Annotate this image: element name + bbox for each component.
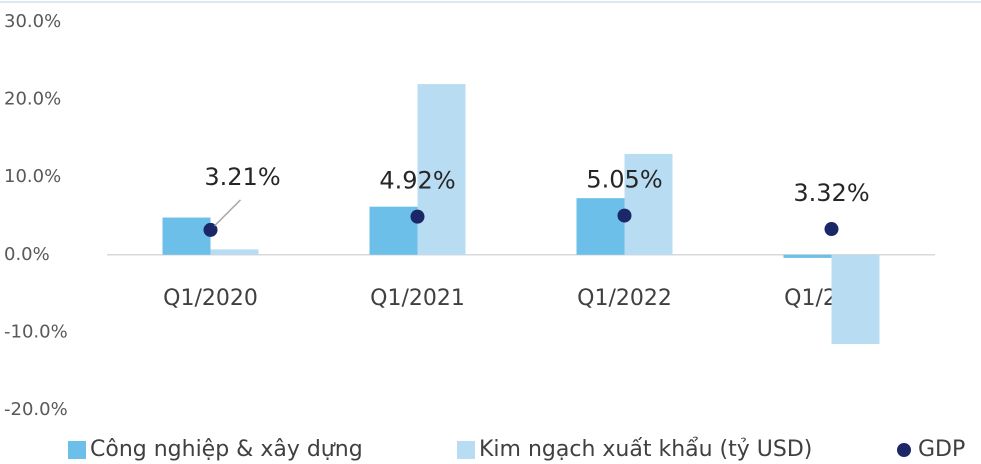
gdp-dot <box>410 209 425 224</box>
bar <box>624 153 673 255</box>
leader-line <box>213 199 242 227</box>
gdp-dot <box>617 208 632 223</box>
bar <box>162 217 211 255</box>
legend-label: GDP <box>918 437 965 462</box>
legend-marker <box>68 441 86 459</box>
x-tick-label: Q1/2022 <box>577 286 672 311</box>
y-tick-label: 30.0% <box>4 11 61 32</box>
y-tick-label: -20.0% <box>4 399 68 420</box>
y-tick-label: -10.0% <box>4 321 68 342</box>
data-label: 5.05% <box>586 166 662 194</box>
data-label: 4.92% <box>379 167 455 195</box>
y-tick-label: 0.0% <box>4 244 50 265</box>
bar <box>417 84 466 255</box>
legend-label: Công nghiệp & xây dựng <box>90 437 363 462</box>
bar <box>576 198 625 255</box>
bar <box>783 254 832 258</box>
bar <box>369 206 418 255</box>
legend-marker <box>897 443 911 457</box>
x-tick-label: Q1/2021 <box>370 286 465 311</box>
data-label: 3.21% <box>204 163 280 191</box>
gdp-dot <box>203 222 218 237</box>
legend-marker <box>457 441 475 459</box>
bar <box>831 254 880 345</box>
x-tick-label: Q1/2020 <box>163 286 258 311</box>
gdp-dot <box>824 222 839 237</box>
data-label: 3.32% <box>793 179 869 207</box>
bar <box>210 249 259 255</box>
legend-label: Kim ngạch xuất khẩu (tỷ USD) <box>479 437 812 462</box>
y-tick-label: 10.0% <box>4 166 61 187</box>
y-tick-label: 20.0% <box>4 89 61 110</box>
